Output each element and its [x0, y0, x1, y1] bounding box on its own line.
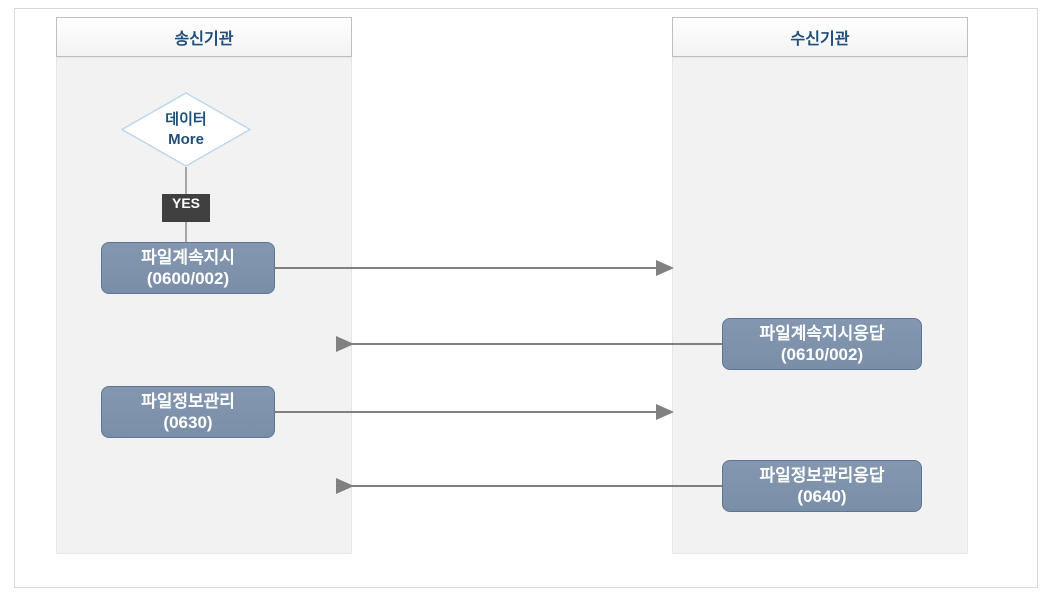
decision-text-line1: 데이터 [165, 110, 206, 130]
arrows-layer [0, 0, 1053, 598]
decision-text-line2: More [165, 130, 206, 150]
